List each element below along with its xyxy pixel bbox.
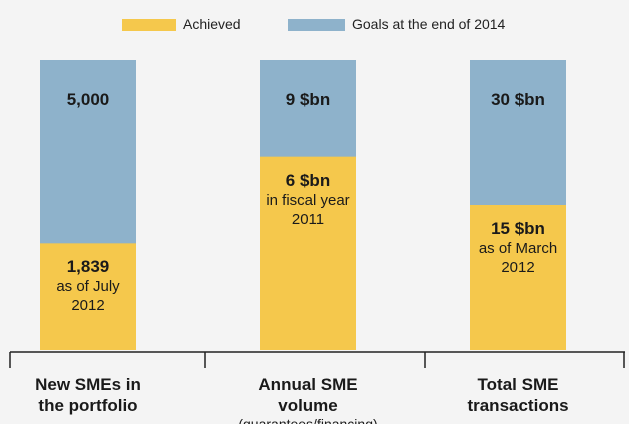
achieved-bar (470, 205, 566, 350)
achieved-note: in fiscal year 2011 (266, 191, 350, 228)
achieved-label: 15 $bn (491, 219, 545, 238)
category-label: Annual SME volume (258, 375, 358, 415)
category-box: Annual SME volume (guarantees/financing) (233, 374, 383, 424)
legend-label: Achieved (183, 16, 241, 32)
achieved-label: 1,839 (66, 257, 110, 277)
achieved-note: as of July 2012 (56, 278, 120, 315)
achieved-bar (260, 156, 356, 350)
achieved-label-box: 1,839 as of July 2012 (40, 257, 136, 315)
achieved-note: as of March 2012 (478, 240, 558, 276)
achieved-label: 6 $bn (285, 170, 331, 190)
achieved-bar (40, 243, 136, 350)
legend-swatch (122, 19, 176, 31)
category-box: New SMEs in the portfolio (13, 374, 163, 416)
goal-label: 5,000 (66, 90, 110, 109)
legend-swatch (288, 19, 345, 31)
category-label: New SMEs in the portfolio (35, 375, 141, 415)
category-note: (guarantees/financing) (238, 416, 378, 424)
category-label: Total SME transactions (467, 375, 569, 415)
goal-label: 30 $bn (491, 90, 545, 109)
category-box: Total SME transactions (443, 374, 593, 416)
achieved-label-box: 15 $bn as of March 2012 (470, 219, 566, 277)
goal-label: 9 $bn (285, 90, 331, 109)
achieved-label-box: 6 $bn in fiscal year 2011 (260, 171, 356, 229)
legend-label: Goals at the end of 2014 (352, 16, 506, 32)
